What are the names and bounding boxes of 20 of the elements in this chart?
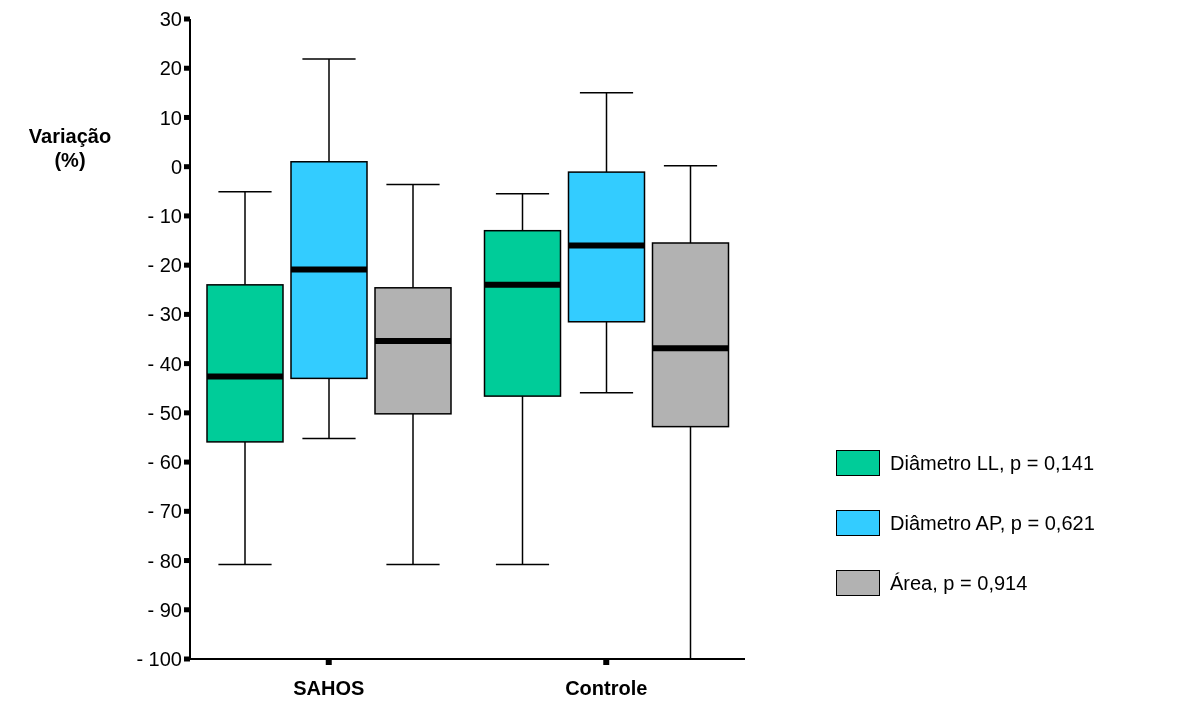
y-tick-label: 10 — [159, 106, 182, 129]
y-tick-label: - 20 — [147, 254, 182, 277]
y-tick-label: - 10 — [147, 205, 182, 228]
legend-label: Área, p = 0,914 — [890, 571, 1028, 595]
y-tick-label: - 30 — [147, 303, 182, 326]
y-tick-label: 20 — [159, 57, 182, 80]
y-tick-label: - 90 — [147, 598, 182, 621]
y-tick-label: - 100 — [136, 648, 182, 671]
x-tick-label: SAHOS — [293, 677, 365, 700]
y-tick-label: 0 — [170, 155, 182, 178]
y-tick-label: - 50 — [147, 401, 182, 424]
y-tick-label: - 60 — [147, 451, 182, 474]
y-tick-label: 30 — [159, 8, 182, 31]
y-axis-title: Variação (%) — [28, 125, 112, 171]
x-tick-label: Controle — [565, 677, 648, 700]
y-tick-label: - 80 — [147, 549, 182, 572]
y-tick-label: - 70 — [147, 500, 182, 523]
y-tick-label: - 40 — [147, 352, 182, 375]
legend-label: Diâmetro AP, p = 0,621 — [890, 511, 1095, 535]
legend-label: Diâmetro LL, p = 0,141 — [890, 451, 1095, 475]
